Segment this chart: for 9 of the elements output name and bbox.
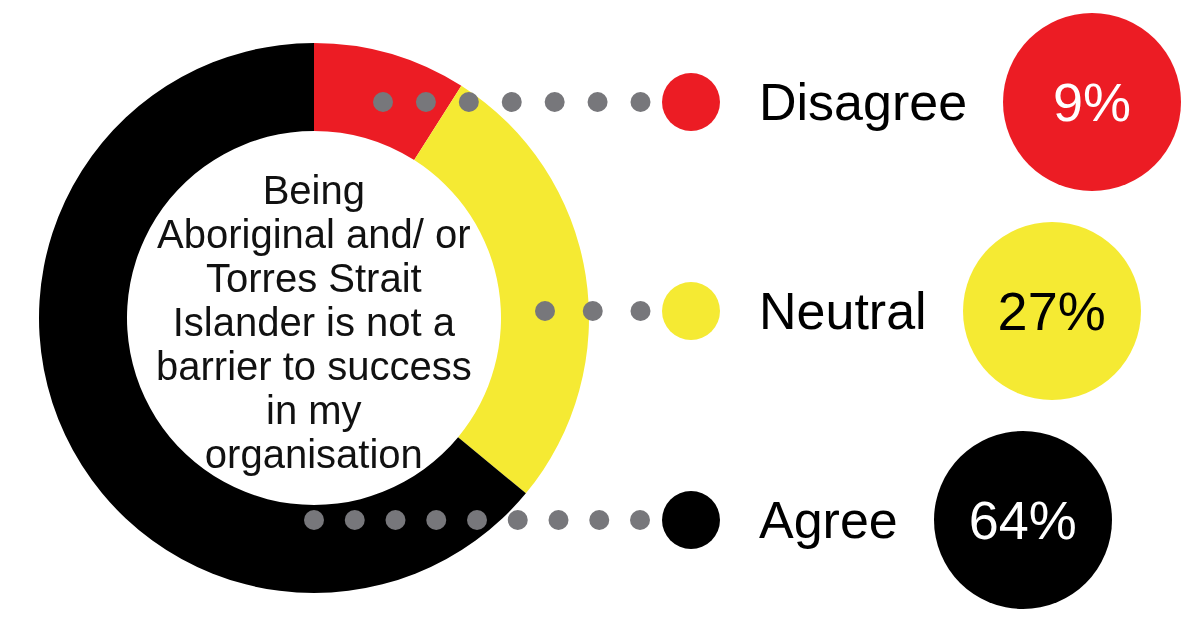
donut-slice: [39, 43, 526, 593]
legend-label: Neutral: [759, 282, 927, 340]
legend-label: Agree: [759, 491, 898, 549]
donut-slice: [314, 43, 462, 161]
legend-label: Disagree: [759, 73, 968, 131]
data-label: 64%: [968, 490, 1077, 550]
data-label: 27%: [997, 281, 1106, 341]
text: Being Aboriginal and/ or Torres Strait Islander is not a barrier to success in my organisation: [156, 168, 472, 476]
data-label: 9%: [1053, 72, 1132, 132]
